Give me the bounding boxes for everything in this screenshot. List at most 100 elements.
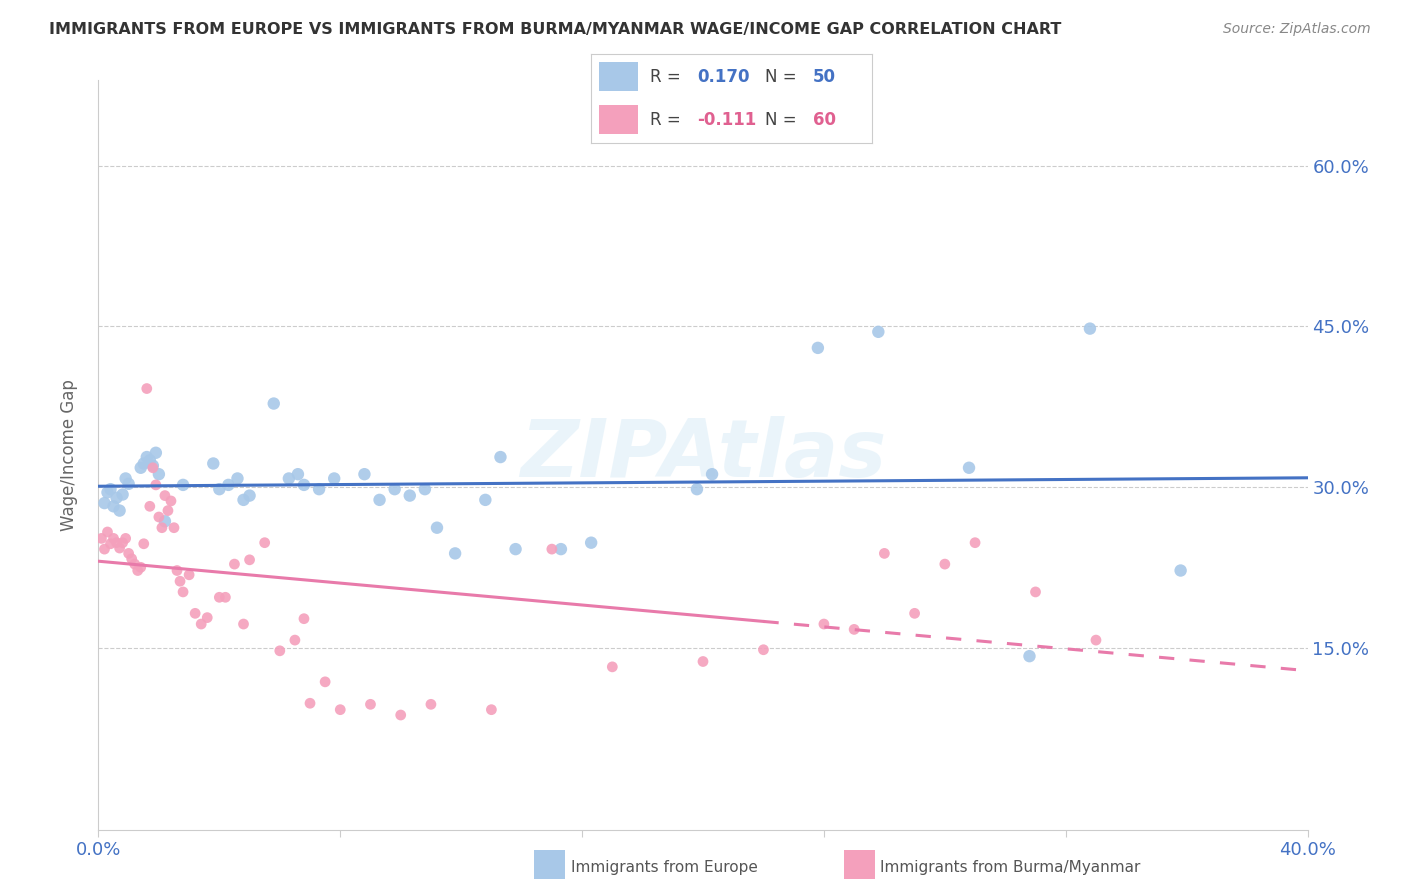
Point [308, 482, 330, 496]
Point [135, 450, 157, 464]
Point [108, 503, 131, 517]
Point [153, 489, 176, 503]
Point [444, 546, 467, 560]
Point [129, 460, 152, 475]
Point [384, 482, 406, 496]
Point [934, 557, 956, 571]
Text: Immigrants from Burma/Myanmar: Immigrants from Burma/Myanmar [880, 860, 1140, 874]
Point [323, 471, 346, 485]
Point [214, 591, 236, 605]
Point [90, 532, 112, 546]
Point [413, 482, 436, 496]
Point [873, 546, 896, 560]
FancyBboxPatch shape [599, 62, 638, 91]
Text: 0.170: 0.170 [697, 68, 749, 86]
Point [287, 467, 309, 482]
Point [1024, 585, 1046, 599]
Point [93, 542, 115, 557]
Point [489, 450, 512, 464]
FancyBboxPatch shape [599, 105, 638, 134]
Point [118, 546, 141, 560]
Point [132, 537, 155, 551]
Point [807, 341, 830, 355]
Text: 50: 50 [813, 68, 835, 86]
Point [239, 553, 262, 567]
Point [752, 642, 775, 657]
Point [179, 567, 201, 582]
Point [602, 660, 624, 674]
Point [505, 542, 527, 557]
Point [1018, 649, 1040, 664]
Point [965, 535, 987, 549]
Point [135, 382, 157, 396]
Point [686, 482, 709, 496]
Point [208, 591, 231, 605]
Text: Immigrants from Europe: Immigrants from Europe [571, 860, 758, 874]
Point [118, 476, 141, 491]
Point [145, 478, 167, 492]
Text: R =: R = [650, 68, 686, 86]
Point [299, 696, 322, 710]
Point [474, 492, 496, 507]
Point [124, 557, 146, 571]
Point [904, 607, 927, 621]
Point [172, 478, 194, 492]
Point [540, 542, 562, 557]
Point [360, 698, 382, 712]
Point [163, 521, 186, 535]
Point [105, 491, 128, 505]
Point [114, 532, 136, 546]
Point [132, 457, 155, 471]
Point [121, 551, 143, 566]
Point [111, 535, 134, 549]
Point [169, 574, 191, 589]
Point [127, 564, 149, 578]
Point [105, 535, 128, 549]
Point [100, 482, 122, 496]
Point [96, 524, 118, 539]
Point [103, 532, 125, 546]
Point [579, 535, 602, 549]
Point [150, 521, 173, 535]
Point [139, 453, 162, 467]
Point [1078, 321, 1101, 335]
Point [148, 510, 170, 524]
Text: Source: ZipAtlas.com: Source: ZipAtlas.com [1223, 22, 1371, 37]
Point [700, 467, 723, 482]
Point [100, 537, 122, 551]
Point [292, 478, 315, 492]
Point [692, 655, 714, 669]
Point [239, 489, 262, 503]
Point [217, 478, 239, 492]
Text: N =: N = [765, 68, 801, 86]
Point [156, 503, 179, 517]
Point [389, 708, 412, 723]
Point [142, 460, 165, 475]
Point [284, 633, 307, 648]
Point [368, 492, 391, 507]
Point [111, 487, 134, 501]
Point [550, 542, 572, 557]
Point [129, 560, 152, 574]
Point [103, 500, 125, 514]
Point [139, 500, 162, 514]
Point [269, 644, 291, 658]
Text: ZIPAtlas: ZIPAtlas [520, 416, 886, 494]
Text: 60: 60 [813, 111, 835, 128]
Point [957, 460, 980, 475]
Point [96, 485, 118, 500]
Text: IMMIGRANTS FROM EUROPE VS IMMIGRANTS FROM BURMA/MYANMAR WAGE/INCOME GAP CORRELAT: IMMIGRANTS FROM EUROPE VS IMMIGRANTS FRO… [49, 22, 1062, 37]
Point [184, 607, 207, 621]
Point [813, 617, 835, 632]
Point [145, 446, 167, 460]
Point [208, 482, 231, 496]
Point [420, 698, 443, 712]
Point [1170, 564, 1192, 578]
Point [481, 703, 503, 717]
Point [172, 585, 194, 599]
Text: N =: N = [765, 111, 801, 128]
Point [153, 514, 176, 528]
Point [398, 489, 420, 503]
Point [142, 458, 165, 473]
Point [114, 471, 136, 485]
